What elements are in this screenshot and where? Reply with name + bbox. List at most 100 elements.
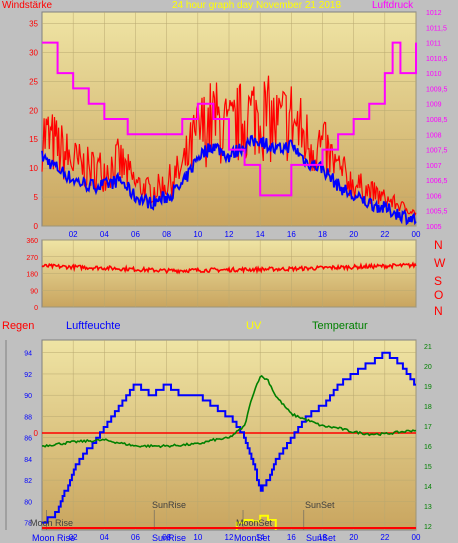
rain-axis-title: Regen: [2, 320, 35, 332]
hour-tick-label: 16: [287, 230, 296, 239]
temperature-tick-label: 12: [424, 524, 432, 531]
hour-tick-label: 14: [256, 533, 265, 542]
wind-tick-label: 0: [34, 222, 39, 231]
humidity-temperature-grid: [42, 340, 417, 530]
bottom-x-axis-ticks: 02 04 06 08 10 12 14 16 18 20 22 00: [69, 533, 421, 542]
temperature-y-axis-ticks: 21 20 19 18 17 16 15 14 13 12: [424, 344, 432, 531]
moon-rise-marker-label: Moon Rise: [30, 518, 74, 528]
humidity-tick-label: 94: [24, 351, 32, 358]
humidity-tick-label: 88: [24, 414, 32, 421]
humidity-tick-label: 82: [24, 478, 32, 485]
moonset-axis-label: MoonSet: [234, 533, 271, 543]
direction-tick-label: 360: [26, 238, 38, 245]
pressure-axis-title: Luftdruck: [372, 0, 414, 11]
hour-tick-label: 22: [380, 533, 389, 542]
compass-n-top: N: [434, 238, 443, 252]
uv-axis-title: UV: [246, 320, 262, 332]
pressure-tick-label: 1005: [426, 224, 442, 231]
hour-tick-label: 18: [318, 230, 327, 239]
pressure-tick-label: 1007,5: [426, 148, 448, 155]
pressure-tick-label: 1010: [426, 71, 442, 78]
direction-tick-label: 180: [26, 272, 38, 279]
hour-tick-label: 04: [100, 230, 109, 239]
humidity-line: [42, 351, 416, 524]
wind-direction-line: [41, 261, 417, 275]
pressure-tick-label: 1011,5: [426, 25, 447, 32]
hour-tick-label: 14: [256, 230, 265, 239]
hour-tick-label: 20: [349, 230, 358, 239]
hour-tick-label: 10: [193, 230, 202, 239]
wind-tick-label: 10: [29, 164, 38, 173]
hour-tick-label: 06: [131, 230, 140, 239]
humidity-y-axis-ticks: 94 92 90 88 86 84 82 80 78 0: [24, 351, 38, 528]
hour-tick-label: 06: [131, 533, 140, 542]
wind-tick-label: 35: [29, 20, 38, 29]
compass-n-bottom: N: [434, 304, 443, 318]
wind-y-axis-ticks: 35 30 25 20 15 10 5 0: [29, 20, 38, 231]
wind-tick-label: 30: [29, 48, 38, 57]
hour-tick-label: 02: [69, 230, 78, 239]
compass-o: O: [434, 288, 444, 302]
compass-s: S: [434, 274, 443, 288]
hour-tick-label: 12: [225, 533, 234, 542]
pressure-tick-label: 1008,5: [426, 117, 448, 124]
hour-tick-label: 08: [162, 533, 171, 542]
humidity-tick-label: 90: [24, 393, 32, 400]
hour-tick-label: 08: [162, 230, 171, 239]
hour-tick-label: 00: [412, 230, 421, 239]
pressure-tick-label: 1010,5: [426, 56, 448, 63]
hour-tick-label: 20: [349, 533, 358, 542]
humidity-tick-label: 86: [24, 436, 32, 443]
temperature-tick-label: 18: [424, 404, 432, 411]
moonset-marker-label: MoonSet: [236, 518, 273, 528]
humidity-tick-label: 92: [24, 372, 32, 379]
pressure-tick-label: 1008: [426, 132, 442, 139]
uv-line: [235, 514, 277, 531]
wind-x-axis-ticks: 02 04 06 08 10 12 14 16 18 20 22 00: [69, 230, 421, 239]
temperature-tick-label: 14: [424, 484, 432, 491]
hour-tick-label: 12: [225, 230, 234, 239]
direction-tick-label: 90: [30, 288, 38, 295]
temperature-tick-label: 21: [424, 344, 432, 351]
compass-w: W: [434, 256, 446, 270]
hour-tick-label: 16: [287, 533, 296, 542]
rain-zero-label: 0: [34, 429, 39, 438]
wind-direction-grid: [42, 239, 417, 308]
wind-axis-title: Windstärke: [2, 0, 53, 11]
temperature-tick-label: 13: [424, 504, 432, 511]
pressure-tick-label: 1006: [426, 193, 442, 200]
hour-tick-label: 22: [380, 230, 389, 239]
humidity-tick-label: 80: [24, 499, 32, 506]
wind-tick-label: 15: [29, 135, 38, 144]
sunrise-axis-label: SunRise: [152, 533, 187, 543]
humidity-temperature-series: [42, 351, 417, 531]
pressure-tick-label: 1005,5: [426, 209, 448, 216]
temperature-line: [42, 374, 417, 449]
wind-direction-y-axis-ticks: 360 270 180 90 0: [26, 238, 38, 312]
sunrise-marker-label: SunRise: [152, 500, 187, 510]
hour-tick-label: 02: [69, 533, 78, 542]
wind-tick-label: 25: [29, 77, 38, 86]
temperature-tick-label: 20: [424, 364, 432, 371]
pressure-y-axis-ticks: 1012 1011,5 1011 1010,5 1010 1009,5 1009 1008,5…: [426, 10, 448, 231]
hour-tick-label: 04: [100, 533, 109, 542]
temperature-axis-title: Temperatur: [312, 320, 368, 332]
wind-direction-series: [41, 261, 417, 275]
temperature-tick-label: 17: [424, 424, 432, 431]
pressure-tick-label: 1007: [426, 163, 442, 170]
wind-tick-label: 20: [29, 106, 38, 115]
humidity-tick-label: 84: [24, 457, 32, 464]
pressure-tick-label: 1009,5: [426, 86, 448, 93]
sunset-marker-label: SunSet: [305, 500, 335, 510]
direction-tick-label: 0: [34, 305, 38, 312]
wind-gust-line: [41, 75, 417, 217]
humidity-axis-title: Luftfeuchte: [66, 320, 121, 332]
pressure-tick-label: 1006,5: [426, 178, 448, 185]
pressure-tick-label: 1012: [426, 10, 442, 17]
temperature-tick-label: 16: [424, 444, 432, 451]
pressure-tick-label: 1009: [426, 102, 442, 109]
humidity-tick-label: 78: [24, 521, 32, 528]
direction-tick-label: 270: [26, 255, 38, 262]
wind-average-line: [41, 134, 417, 226]
hour-tick-label: 10: [193, 533, 202, 542]
